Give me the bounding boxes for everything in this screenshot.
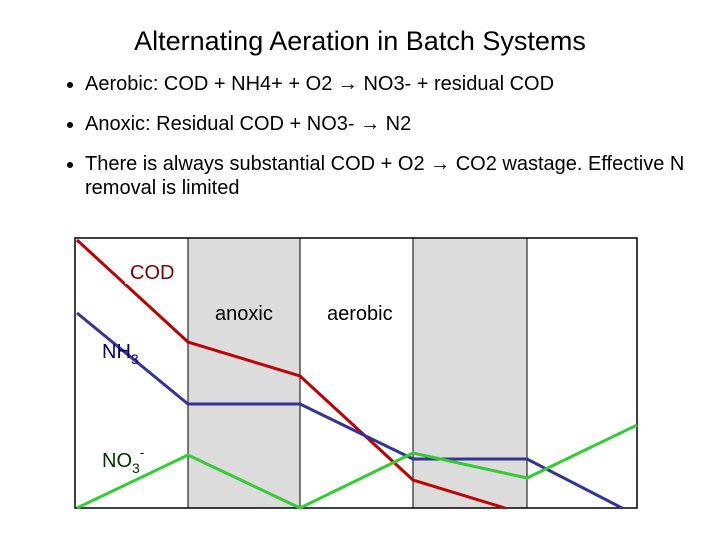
aerobic-label: aerobic <box>327 303 393 325</box>
no3-sup: - <box>140 444 145 460</box>
nh3-label: NH3 <box>102 341 139 367</box>
anoxic-label: anoxic <box>215 303 273 325</box>
anoxic-phase <box>188 238 300 508</box>
bullet: There is always substantial COD + O2 → C… <box>85 152 705 200</box>
cod-label: COD <box>130 262 174 284</box>
no3-label: NO3- <box>102 444 145 476</box>
cod-curve <box>75 238 506 510</box>
phase-dividers <box>187 238 528 508</box>
no3-base: NO <box>102 450 132 472</box>
bullet-list: Aerobic: COD + NH4+ + O2 → NO3- + residu… <box>55 72 705 216</box>
label-bg <box>125 258 183 284</box>
nh3-sub: 3 <box>131 351 139 367</box>
anoxic-phase <box>413 238 527 508</box>
bullet: Aerobic: COD + NH4+ + O2 → NO3- + residu… <box>85 72 705 96</box>
bullet: Anoxic: Residual COD + NO3- → N2 <box>85 112 705 136</box>
nh3-base: NH <box>102 341 131 363</box>
no3-sub: 3 <box>132 460 140 476</box>
nh3-curve <box>76 311 623 510</box>
no3-curve <box>76 423 638 510</box>
diagram-frame <box>74 237 638 509</box>
slide-title: Alternating Aeration in Batch Systems <box>134 26 586 56</box>
